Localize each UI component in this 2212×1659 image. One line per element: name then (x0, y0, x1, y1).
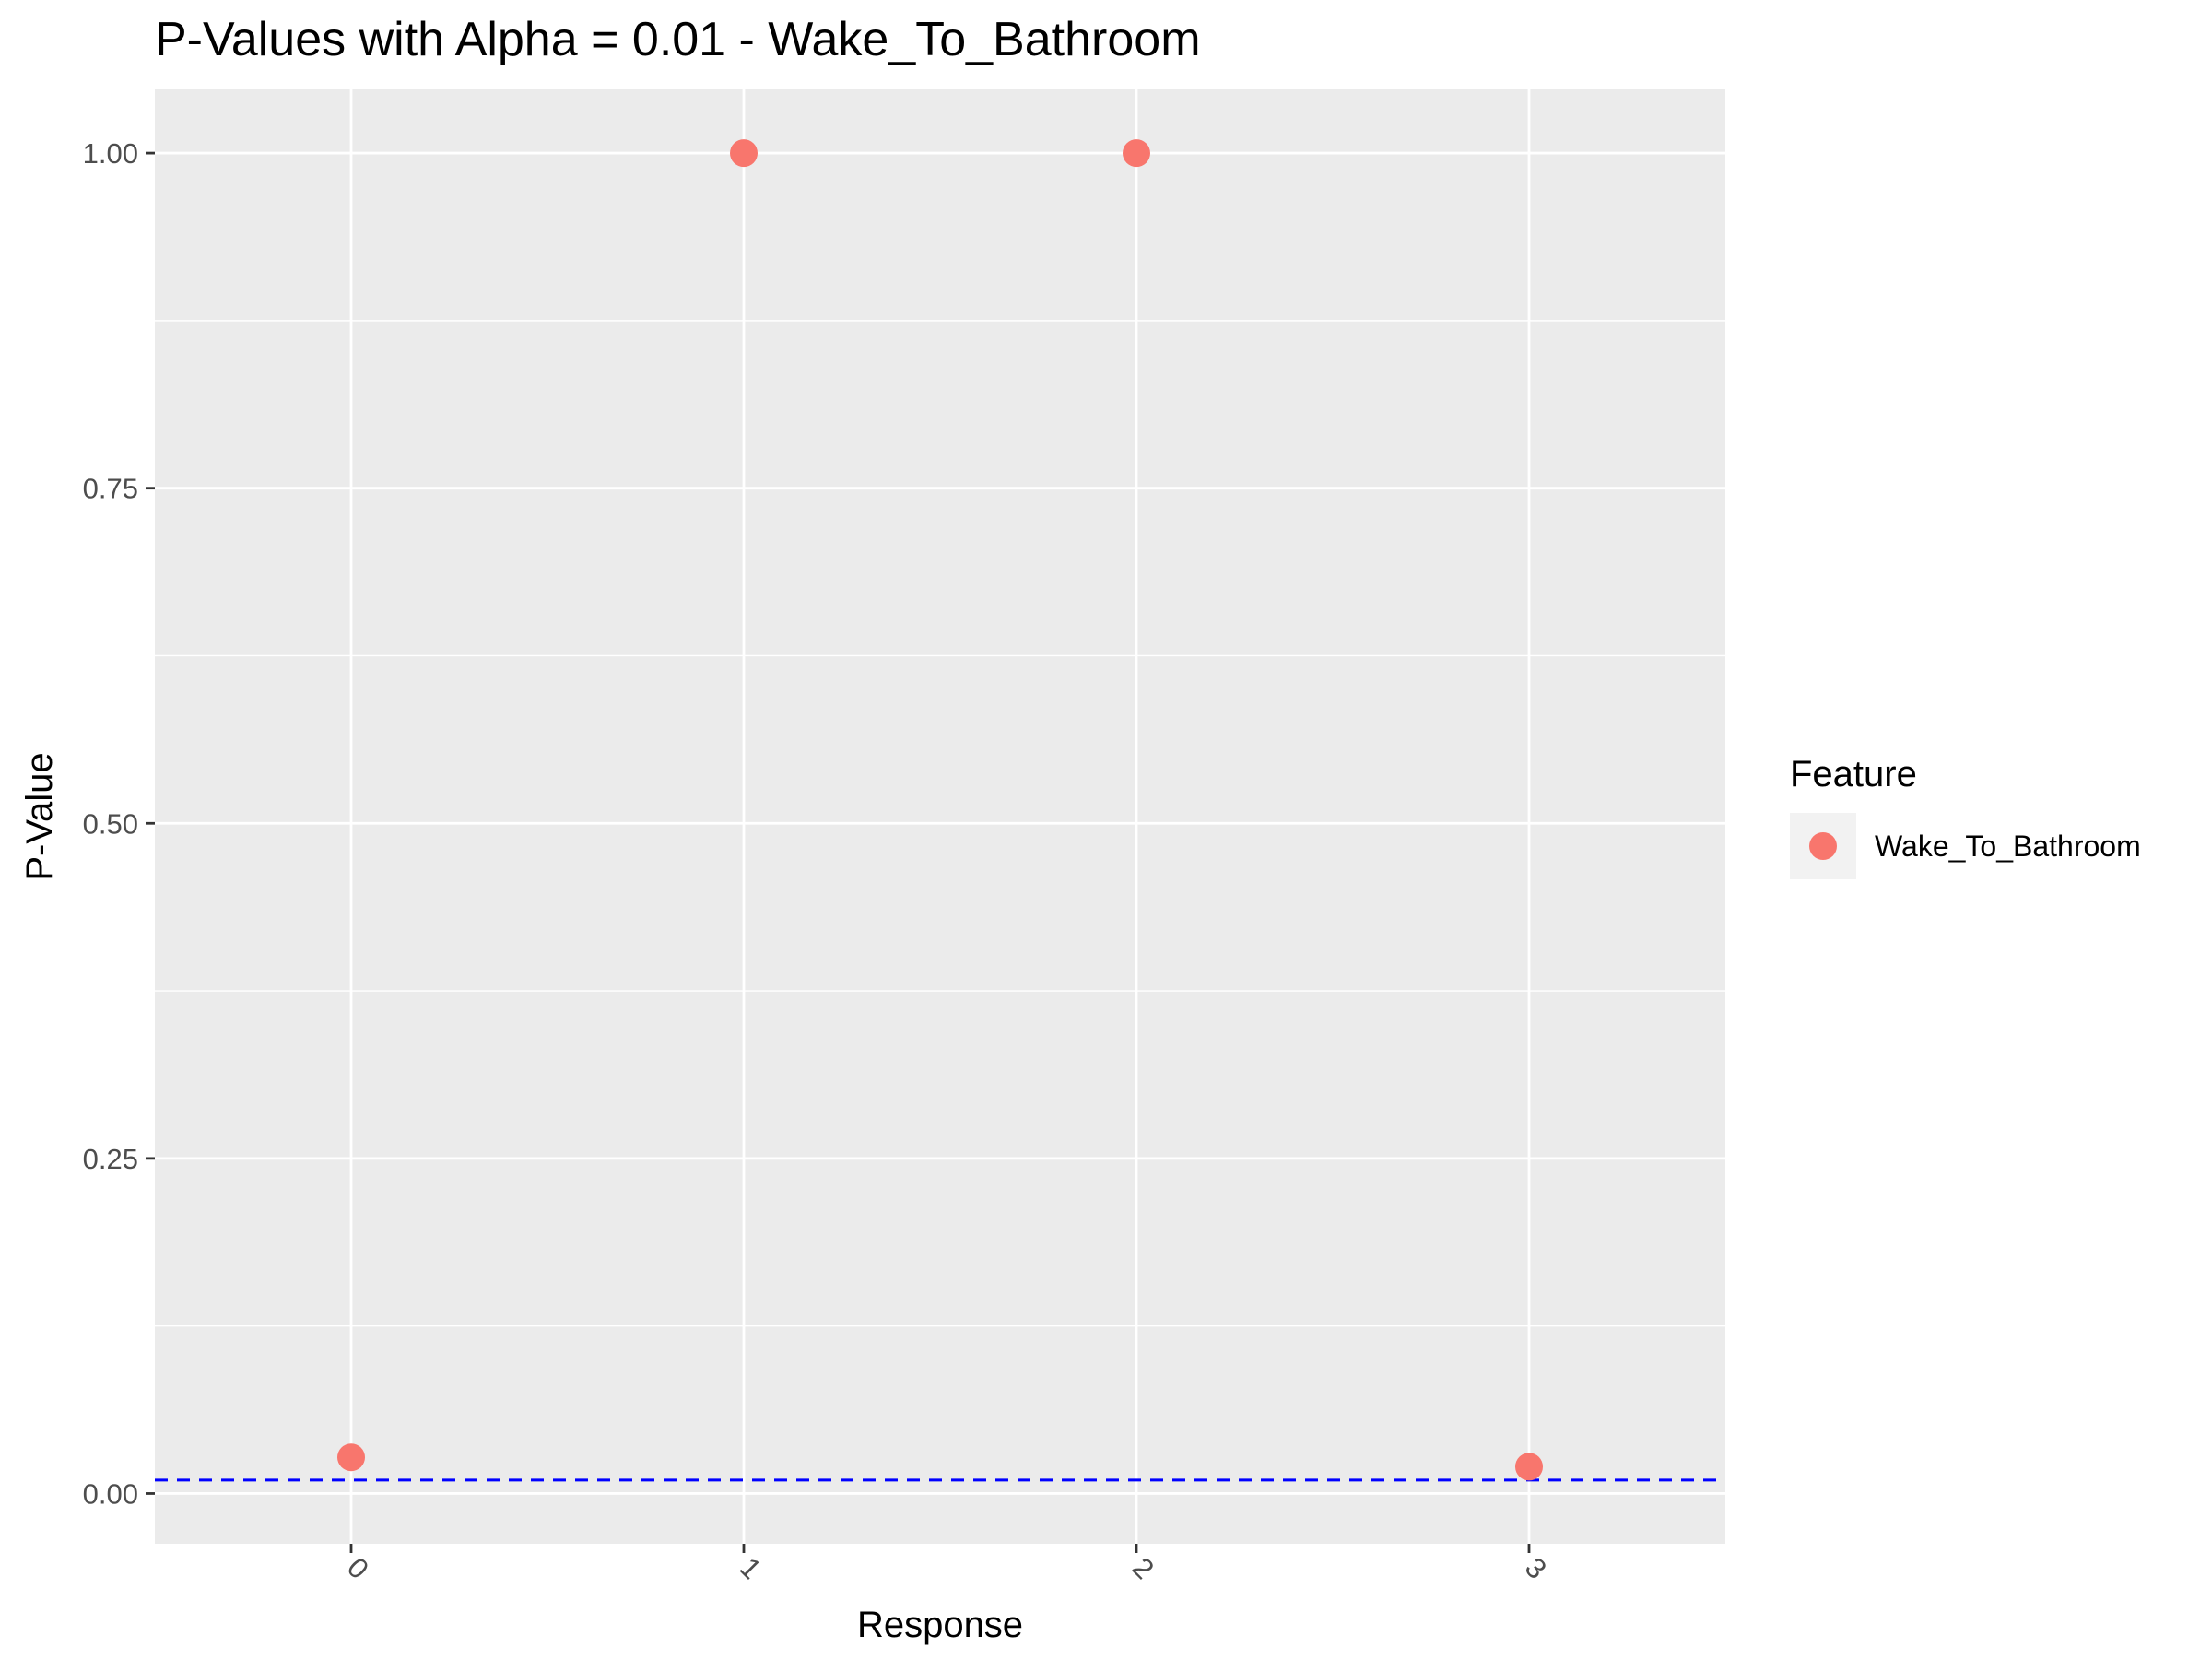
y-tick-label: 0.25 (83, 1143, 138, 1175)
data-points (337, 139, 1543, 1481)
legend-key-point (1809, 832, 1837, 860)
minor-gridlines (155, 320, 1725, 1327)
plot-panel (155, 89, 1725, 1544)
data-point (1515, 1453, 1543, 1481)
y-tick-label: 0.00 (83, 1477, 138, 1510)
x-axis: 0 1 2 3 (341, 1544, 1553, 1585)
data-point (337, 1443, 365, 1472)
major-gridlines (155, 89, 1725, 1544)
y-tick-label: 0.75 (83, 473, 138, 505)
x-tick-label: 1 (734, 1551, 768, 1585)
chart-title: P-Values with Alpha = 0.01 - Wake_To_Bat… (155, 13, 1201, 66)
x-tick-label: 2 (1126, 1551, 1160, 1585)
legend-label: Wake_To_Bathroom (1875, 830, 2141, 863)
y-tick-label: 1.00 (83, 137, 138, 170)
y-axis: 0.00 0.25 0.50 0.75 1.00 (83, 137, 155, 1510)
legend: Feature Wake_To_Bathroom (1790, 754, 2141, 879)
x-tick-label: 0 (341, 1551, 375, 1585)
y-tick-label: 0.50 (83, 807, 138, 840)
x-axis-title: Response (857, 1605, 1023, 1645)
data-point (730, 139, 758, 168)
legend-title: Feature (1790, 754, 1917, 794)
y-axis-title: P-Value (19, 752, 60, 880)
data-point (1123, 139, 1150, 168)
x-tick-label: 3 (1519, 1551, 1553, 1585)
